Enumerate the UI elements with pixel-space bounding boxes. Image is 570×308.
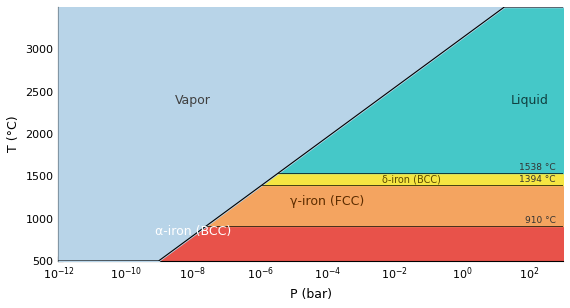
Text: γ-iron (FCC): γ-iron (FCC)	[291, 195, 365, 208]
X-axis label: P (bar): P (bar)	[290, 288, 332, 301]
Text: Liquid: Liquid	[511, 94, 548, 107]
Text: Vapor: Vapor	[175, 94, 211, 107]
Text: δ-iron (BCC): δ-iron (BCC)	[382, 175, 441, 185]
Y-axis label: T (°C): T (°C)	[7, 116, 20, 152]
Text: α-iron (BCC): α-iron (BCC)	[155, 225, 231, 238]
Text: 1538 °C: 1538 °C	[519, 163, 556, 172]
Text: 910 °C: 910 °C	[525, 216, 556, 225]
Text: 1394 °C: 1394 °C	[519, 175, 556, 184]
